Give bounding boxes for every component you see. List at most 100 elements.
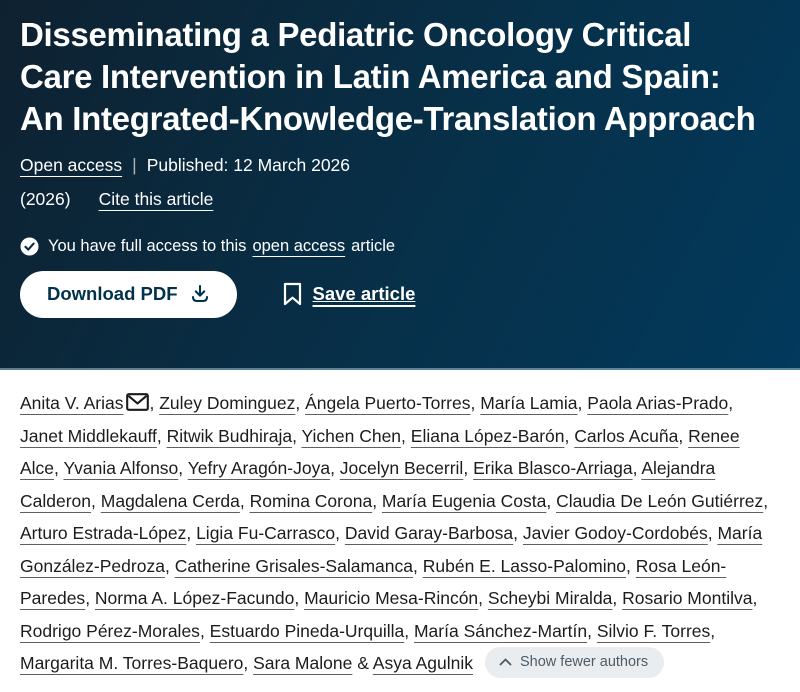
author-link[interactable]: Rubén E. Lasso-Palomino [422, 555, 627, 576]
author-link[interactable]: María González-Pedroza [20, 523, 763, 576]
author-link[interactable]: Yefry Aragón-Joya [187, 458, 331, 478]
author-link[interactable]: Norma A. López-Facundo [94, 588, 295, 608]
author-separator: , [478, 588, 488, 608]
cite-article-link[interactable]: Cite this article [98, 188, 214, 209]
author-link[interactable]: Mauricio Mesa-Rincón [304, 588, 479, 608]
download-icon [190, 284, 210, 304]
author-separator: , [295, 393, 306, 413]
email-icon[interactable] [123, 393, 150, 413]
author-separator: , [186, 523, 197, 543]
author-link[interactable]: Silvio F. Torres [596, 620, 711, 641]
author-separator: , [149, 393, 160, 413]
author-link[interactable]: María Eugenia Costa [381, 490, 547, 511]
author-list-paragraph: Anita V. Arias, Zuley Dominguez, Ángela … [20, 387, 780, 680]
access-note: You have full access to this open access… [20, 237, 760, 256]
meta-separator: | [132, 154, 137, 175]
author-separator: , [91, 490, 101, 511]
publication-meta: Open access | Published: 12 March 2026 [20, 155, 760, 176]
access-note-suffix: article [351, 236, 396, 255]
author-link[interactable]: Janet Middlekauff [20, 425, 157, 446]
author-link[interactable]: María Sánchez-Martín [413, 620, 588, 641]
author-separator: , [752, 588, 758, 608]
author-link[interactable]: Rodrigo Pérez-Morales [20, 620, 200, 641]
author-link[interactable]: Catherine Grisales-Salamanca [174, 555, 413, 576]
author-link[interactable]: Sara Malone [253, 653, 353, 673]
author-link[interactable]: Ángela Puerto-Torres [305, 393, 471, 413]
published-date: Published: 12 March 2026 [146, 154, 351, 175]
save-article-label: Save article [312, 283, 416, 305]
author-separator: , [626, 555, 636, 576]
author-link[interactable]: Carlos Acuña [574, 425, 679, 446]
author-link[interactable]: Asya Agulnik [372, 653, 473, 673]
access-note-open-access-link[interactable]: open access [252, 236, 346, 255]
author-link[interactable]: Claudia De León Gutiérrez [556, 490, 764, 511]
author-separator: , [564, 425, 575, 446]
author-list: Anita V. Arias, Zuley Dominguez, Ángela … [20, 393, 768, 673]
save-article-link[interactable]: Save article [283, 282, 416, 306]
author-separator: , [632, 458, 642, 478]
author-link[interactable]: Arturo Estrada-López [20, 523, 187, 543]
author-link[interactable]: Rosa León-Paredes [20, 555, 727, 609]
author-link[interactable]: Yvania Alfonso [63, 458, 179, 478]
author-link[interactable]: Anita V. Arias [20, 393, 124, 413]
check-circle-icon [20, 237, 39, 256]
author-separator: , [372, 490, 382, 511]
article-header: Disseminating a Pediatric Oncology Criti… [0, 0, 800, 370]
author-separator: , [710, 620, 716, 641]
access-note-prefix: You have full access to this [48, 236, 247, 255]
author-separator: , [199, 620, 210, 641]
author-link[interactable]: David Garay-Barbosa [344, 523, 514, 543]
author-separator: , [707, 523, 718, 543]
author-separator: , [239, 490, 250, 511]
author-link[interactable]: Erika Blasco-Arriaga [473, 458, 633, 478]
author-separator: , [728, 393, 734, 413]
author-separator: , [763, 490, 769, 511]
author-section: Anita V. Arias, Zuley Dominguez, Ángela … [0, 370, 800, 680]
download-pdf-label: Download PDF [47, 282, 178, 304]
author-separator: , [85, 588, 95, 608]
show-fewer-authors-button[interactable]: Show fewer authors [484, 647, 665, 678]
author-separator: , [612, 588, 623, 608]
article-year: (2026) [20, 188, 71, 209]
header-actions: Download PDF Save article [20, 270, 760, 318]
author-link[interactable]: Paola Arias-Prado [587, 393, 729, 413]
author-link[interactable]: Estuardo Pineda-Urquilla [209, 620, 405, 641]
author-link[interactable]: Jocelyn Becerril [339, 458, 464, 478]
author-separator: , [546, 490, 557, 511]
author-link[interactable]: Zuley Dominguez [159, 393, 296, 413]
author-link[interactable]: Ligia Fu-Carrasco [196, 523, 336, 543]
author-separator: , [678, 425, 689, 446]
author-link[interactable]: Romina Corona [249, 490, 373, 511]
author-link[interactable]: Rosario Montilva [622, 588, 753, 608]
author-link[interactable]: Ritwik Budhiraja [166, 425, 293, 446]
author-separator: , [164, 555, 175, 576]
show-fewer-authors-label: Show fewer authors [519, 654, 649, 670]
author-link[interactable]: Margarita M. Torres-Baquero [20, 653, 244, 673]
author-link[interactable]: María Lamia [480, 393, 578, 413]
author-link[interactable]: Scheybi Miralda [487, 588, 613, 608]
author-separator: , [404, 620, 414, 641]
author-link[interactable]: Magdalena Cerda [100, 490, 240, 511]
author-separator: , [243, 653, 254, 673]
chevron-up-icon [499, 658, 512, 666]
author-separator: , [330, 458, 340, 478]
author-link[interactable]: Javier Godoy-Cordobés [522, 523, 708, 543]
open-access-link[interactable]: Open access [20, 154, 123, 175]
author-separator: , [156, 425, 167, 446]
download-pdf-button[interactable]: Download PDF [20, 270, 237, 318]
author-separator: & [352, 653, 373, 673]
author-separator: , [294, 588, 305, 608]
author-separator: , [292, 425, 302, 446]
author-separator: , [178, 458, 188, 478]
author-separator: , [401, 425, 411, 446]
author-link[interactable]: Eliana López-Barón [410, 425, 565, 446]
author-link[interactable]: Renee Alce [20, 425, 740, 479]
author-separator: , [335, 523, 345, 543]
author-separator: , [513, 523, 523, 543]
citation-meta: (2026) Cite this article [20, 189, 760, 210]
author-link[interactable]: Alejandra Calderon [20, 458, 716, 511]
bookmark-icon [283, 282, 302, 306]
author-separator: , [54, 458, 64, 478]
author-separator: , [470, 393, 481, 413]
author-link[interactable]: Yichen Chen [301, 425, 402, 446]
